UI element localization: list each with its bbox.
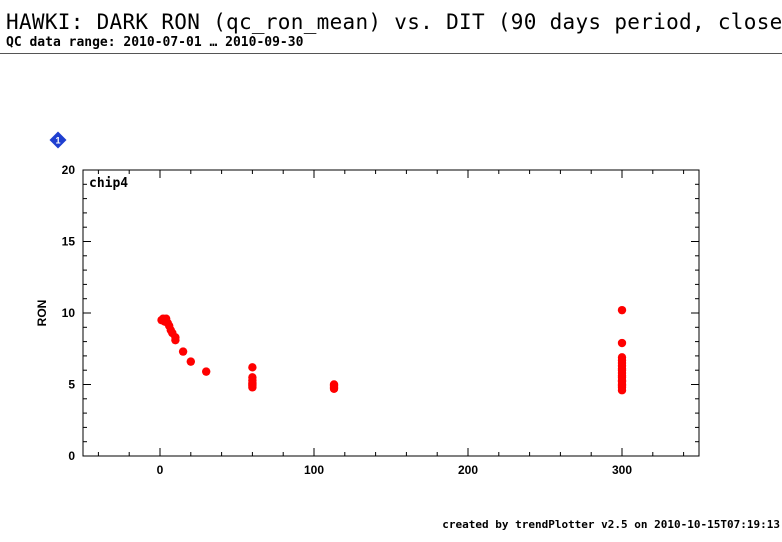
y-tick-label: 5 [68,378,75,392]
x-tick-label: 0 [157,463,164,477]
x-tick-label: 200 [458,463,478,477]
plot-frame [82,169,700,457]
data-point [178,347,188,356]
data-point [248,363,257,372]
y-tick-labels: 0 5 10 15 20 [62,163,76,463]
chart-subtitle: QC data range: 2010-07-01 … 2010-09-30 [6,35,304,50]
x-tick-labels: 0 100 200 300 [157,463,633,477]
data-point [617,305,627,315]
y-tick-label: 0 [68,449,75,463]
data-point [186,357,195,366]
data-point [248,383,257,392]
y-axis-label: RON [35,300,49,327]
data-point [202,367,211,376]
y-tick-label: 20 [62,163,76,177]
header-divider [0,53,782,54]
badge-icon[interactable]: 1 [49,131,67,149]
axis-ticks [83,169,699,457]
footer-credit: created by trendPlotter v2.5 on 2010-10-… [442,518,780,531]
x-tick-label: 100 [304,463,324,477]
badge-number: 1 [55,136,60,146]
data-points [157,305,627,395]
data-point [329,384,339,393]
data-point [171,335,180,345]
x-tick-label: 300 [612,463,632,477]
y-tick-label: 15 [62,235,76,249]
data-point [617,338,627,348]
y-tick-label: 10 [62,306,76,320]
data-point [617,386,627,395]
panel-label: chip4 [89,176,128,191]
chart-title: HAWKI: DARK RON (qc_ron_mean) vs. DIT (9… [6,10,782,34]
